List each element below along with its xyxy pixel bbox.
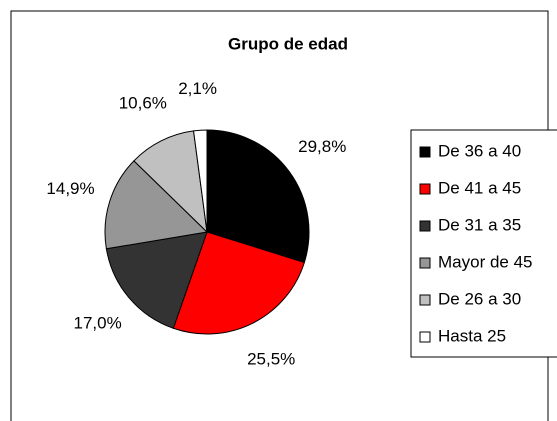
legend-swatch (419, 257, 431, 269)
legend-label: De 31 a 35 (438, 215, 521, 234)
pie-slice (104, 160, 209, 250)
legend-label: Mayor de 45 (438, 252, 533, 271)
legend-label: De 41 a 45 (438, 178, 521, 197)
legend-label: Hasta 25 (438, 326, 506, 345)
data-label: 2,1% (178, 79, 217, 98)
data-label: 14,9% (46, 179, 94, 198)
legend-swatch (419, 220, 431, 232)
legend-swatch (419, 331, 431, 343)
pie-slice (172, 231, 305, 335)
legend-label: De 36 a 40 (438, 141, 521, 160)
legend-swatch (419, 146, 431, 158)
pie-slice (105, 231, 208, 329)
legend-swatch (419, 183, 431, 195)
pie-slice (193, 129, 208, 233)
legend-swatch (419, 294, 431, 306)
legend-box (410, 129, 557, 358)
legend-label: De 26 a 30 (438, 289, 521, 308)
pie-slice (133, 130, 208, 234)
data-label: 17,0% (73, 314, 121, 333)
data-label: 29,8% (298, 137, 346, 156)
pie-slice (206, 129, 310, 264)
chart-title: Grupo de edad (228, 34, 348, 53)
data-label: 10,6% (119, 94, 167, 113)
data-label: 25,5% (247, 349, 295, 368)
